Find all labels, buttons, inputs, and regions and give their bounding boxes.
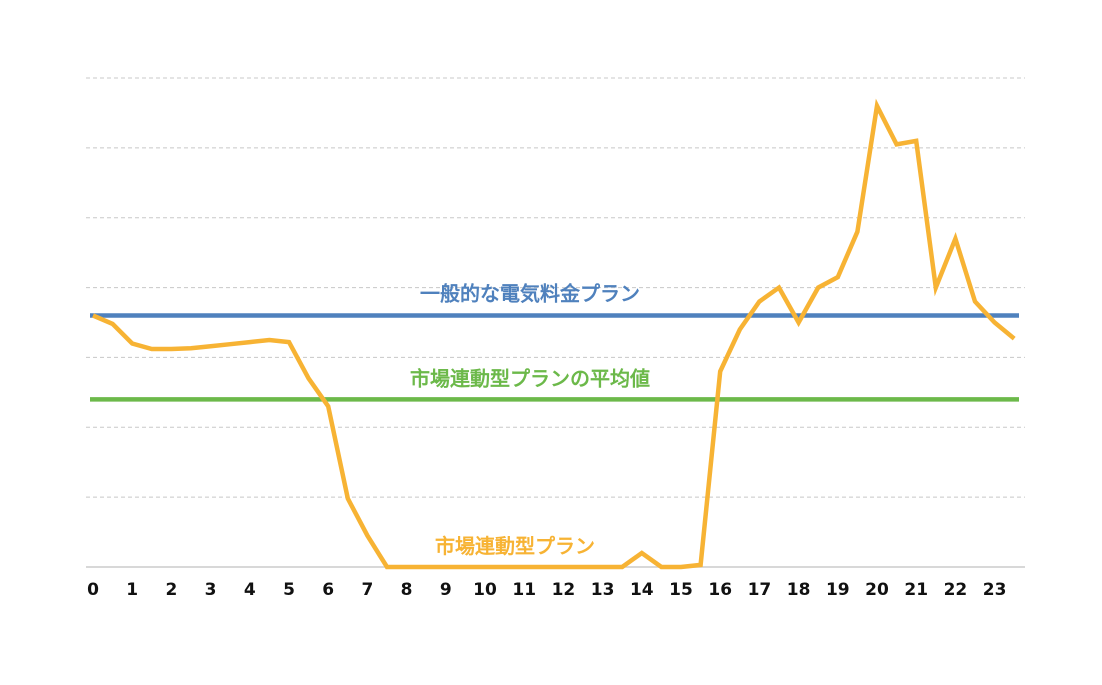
series	[90, 98, 1019, 570]
series-label-general: 一般的な電気料金プラン	[420, 282, 640, 306]
x-tick-label: 0	[87, 580, 99, 600]
series-line-market	[92, 98, 1016, 570]
x-tick-label: 2	[165, 580, 177, 600]
x-tick-label: 5	[283, 580, 295, 600]
x-tick-label: 13	[591, 580, 615, 600]
x-tick-label: 12	[552, 580, 576, 600]
x-tick-label: 6	[322, 580, 334, 600]
x-tick-label: 11	[512, 580, 536, 600]
x-tick-label: 1	[126, 580, 138, 600]
x-tick-label: 22	[944, 580, 968, 600]
x-tick-label: 16	[708, 580, 732, 600]
series-label-average: 市場連動型プランの平均値	[410, 366, 650, 390]
x-tick-label: 3	[205, 580, 217, 600]
x-tick-label: 4	[244, 580, 256, 600]
x-tick-label: 19	[826, 580, 850, 600]
x-tick-label: 7	[361, 580, 373, 600]
x-tick-label: 18	[787, 580, 811, 600]
x-tick-label: 23	[983, 580, 1007, 600]
x-axis: 0 1 2 3 4 5 6 7 8 9 10 11 12 13 14 15 16 17 18 19 20 21 22 23	[86, 566, 1025, 600]
x-tick-label: 10	[473, 580, 497, 600]
x-tick-label: 21	[904, 580, 928, 600]
x-tick-label: 15	[669, 580, 693, 600]
x-tick-label: 8	[401, 580, 413, 600]
x-tick-label: 17	[748, 580, 772, 600]
gridlines	[86, 77, 1025, 498]
series-label-market: 市場連動型プラン	[435, 534, 595, 558]
x-tick-label: 20	[865, 580, 889, 600]
x-tick-label: 14	[630, 580, 654, 600]
x-tick-label: 9	[440, 580, 452, 600]
